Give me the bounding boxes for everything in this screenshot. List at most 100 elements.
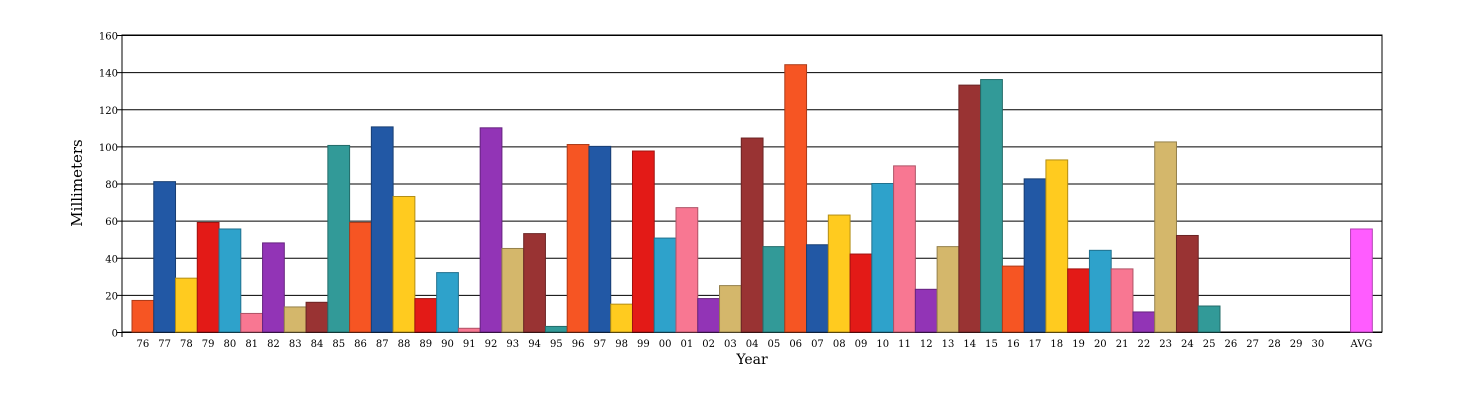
bar-80 [218,228,242,333]
x-tick-label: 17 [1029,339,1042,350]
x-tick-label: 90 [441,339,454,350]
bar-14 [958,84,982,333]
x-tick-label: 21 [1116,339,1129,350]
x-tick-label: 81 [245,339,258,350]
x-tick-label: 99 [637,339,650,350]
bar-81 [240,312,264,333]
bar-79 [196,221,220,333]
x-tick-label: 96 [572,339,585,350]
y-tick-label: 160 [99,32,118,43]
x-tick-label: 04 [746,339,759,350]
bar-24 [1175,234,1199,333]
x-tick-label: 02 [702,339,715,350]
x-tick-label: 98 [615,339,628,350]
bar-91 [457,327,481,333]
bar-93 [501,247,525,333]
bar-19 [1067,268,1090,333]
bar-88 [392,195,416,333]
x-tick-label: 85 [332,339,345,350]
x-tick-label: 16 [1007,339,1020,350]
x-tick-label: 76 [137,339,150,350]
x-tick-label: 24 [1181,339,1194,350]
x-tick-label: 05 [768,339,781,350]
y-tick-label: 60 [105,217,118,228]
x-tick-label: 19 [1072,339,1085,350]
x-tick-label: 01 [681,339,694,350]
bar-15 [980,79,1003,333]
bar-89 [414,298,438,333]
bar-05 [762,246,786,333]
x-axis-label: Year [735,352,768,368]
bar-20 [1088,249,1112,333]
bar-06 [784,64,808,333]
bar-average [1350,228,1373,333]
bar-86 [349,221,372,333]
bar-10 [871,183,895,333]
bar-08 [827,214,851,333]
x-tick-label: 94 [528,339,541,350]
x-tick-label: 27 [1246,339,1259,350]
x-tick-label: 91 [463,339,476,350]
bar-76 [131,299,155,333]
x-tick-label: 79 [202,339,215,350]
x-tick-label: 11 [898,339,911,350]
bar-16 [1001,265,1025,333]
bar-03 [719,285,742,333]
x-tick-label: 26 [1225,339,1238,350]
x-tick-label: 22 [1137,339,1150,350]
y-tick-label: 100 [99,143,118,154]
bar-12 [914,288,938,333]
x-tick-label: 23 [1159,339,1172,350]
bar-90 [436,272,459,333]
bar-04 [740,137,764,333]
bar-85 [327,144,351,333]
bar-13 [936,246,960,333]
bar-22 [1132,311,1156,333]
x-tick-label: 88 [398,339,411,350]
x-tick-label-average: AVG [1349,339,1372,350]
y-tick-label: 140 [99,69,118,80]
bars [131,64,1373,333]
x-tick-label: 10 [876,339,889,350]
x-tick-label: 83 [289,339,302,350]
bar-95 [544,325,568,333]
x-tick-label: 00 [659,339,672,350]
bar-82 [262,242,285,333]
y-tick-label: 20 [105,291,118,302]
x-tick-label: 77 [158,339,171,350]
bar-07 [806,244,829,333]
bar-00 [653,237,677,333]
bar-94 [523,233,546,333]
bar-11 [893,165,916,333]
bar-78 [175,277,198,333]
x-tick-label: 30 [1312,339,1325,350]
x-tick-label: 97 [593,339,606,350]
x-tick-label: 87 [376,339,389,350]
bar-97 [588,145,612,333]
x-tick-label: 13 [942,339,955,350]
bar-25 [1197,305,1221,333]
bar-96 [566,144,590,333]
bar-21 [1110,268,1134,333]
bar-98 [610,303,633,333]
x-tick-label: 86 [354,339,367,350]
bar-99 [631,150,655,333]
bar-92 [479,127,503,333]
x-tick-label: 07 [811,339,824,350]
bar-17 [1023,178,1047,333]
x-tick-label: 78 [180,339,193,350]
bar-01 [675,207,699,333]
x-tick-label: 15 [985,339,998,350]
x-tick-label: 89 [419,339,432,350]
x-tick-label: 12 [920,339,933,350]
x-tick-label: 20 [1094,339,1107,350]
x-tick-label: 28 [1268,339,1281,350]
x-tick-label: 25 [1203,339,1216,350]
x-tick-label: 03 [724,339,737,350]
x-tick-label: 14 [963,339,976,350]
x-tick-label: 29 [1290,339,1303,350]
x-tick-label: 82 [267,339,280,350]
y-tick-label: 80 [105,180,118,191]
